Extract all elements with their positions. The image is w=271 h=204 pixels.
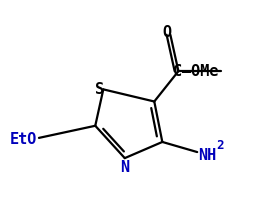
Text: —OMe: —OMe (182, 64, 218, 79)
Text: S: S (95, 81, 104, 96)
Text: 2: 2 (216, 139, 224, 152)
Text: O: O (163, 25, 172, 40)
Text: EtO: EtO (10, 132, 38, 147)
Text: N: N (120, 159, 129, 174)
Text: NH: NH (199, 147, 217, 162)
Text: C: C (173, 64, 182, 79)
